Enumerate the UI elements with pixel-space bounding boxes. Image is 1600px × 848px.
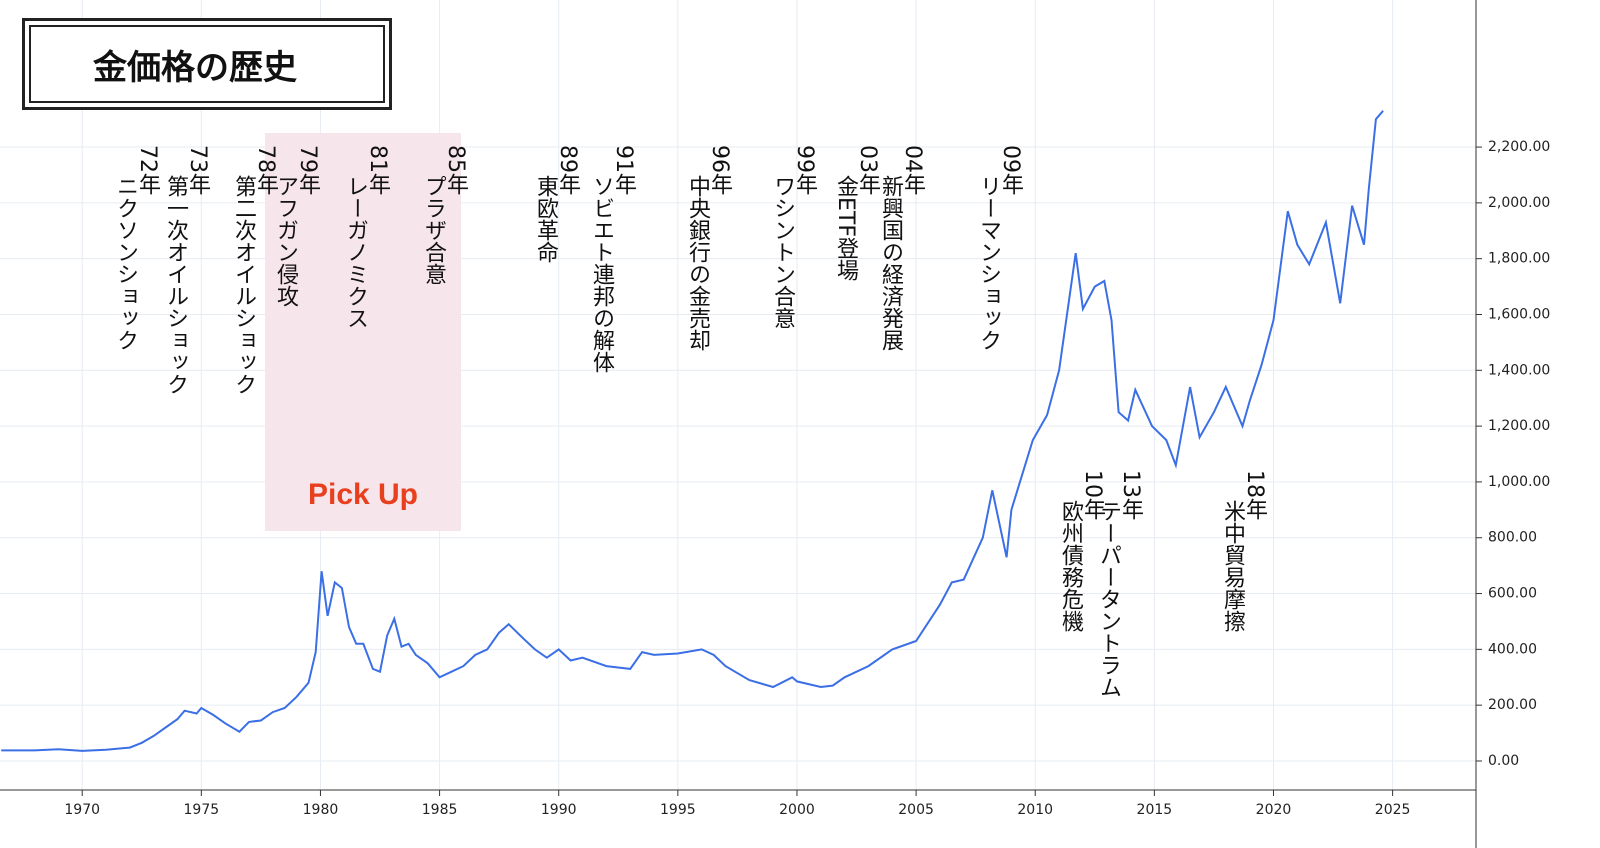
annotation: 96年 中央銀行の金売却 xyxy=(685,145,732,351)
x-tick-label: 1970 xyxy=(64,802,100,818)
annotation-text: 欧州債務危機 xyxy=(1058,500,1083,632)
annotation: 13年 テーパータントラム xyxy=(1096,470,1143,698)
annotation-label: 96年 xyxy=(707,145,732,195)
annotation-label: 10年 xyxy=(1080,470,1105,520)
annotation-text: リーマンショック xyxy=(976,175,1001,351)
annotation: 10年 欧州債務危機 xyxy=(1058,470,1105,632)
x-tick-label: 2025 xyxy=(1375,802,1411,818)
chart-title: 金価格の歴史 xyxy=(22,18,392,110)
annotation-label: 04年 xyxy=(900,145,925,195)
annotation-text: 第二次オイルショック xyxy=(231,175,256,395)
annotation: 72年 ニクソンショック xyxy=(113,145,160,351)
annotation-text: ニクソンショック xyxy=(113,175,138,351)
y-tick-label: 600.00 xyxy=(1488,586,1537,602)
x-tick-label: 1990 xyxy=(541,802,577,818)
annotation-text: 米中貿易摩擦 xyxy=(1220,500,1245,632)
annotation-text: 新興国の経済発展 xyxy=(878,175,903,351)
y-tick-label: 1,400.00 xyxy=(1488,362,1550,378)
annotation-label: 03年 xyxy=(855,145,880,195)
pickup-highlight xyxy=(265,133,461,531)
annotation: 03年 金ETF登場 xyxy=(833,145,880,281)
annotation: 09年 リーマンショック xyxy=(976,145,1023,351)
annotation-text: アフガン侵攻 xyxy=(273,175,298,307)
annotation-label: 18年 xyxy=(1242,470,1267,520)
y-tick-label: 800.00 xyxy=(1488,530,1537,546)
annotation-label: 09年 xyxy=(998,145,1023,195)
annotation: 99年 ワシントン合意 xyxy=(770,145,817,329)
annotation-label: 99年 xyxy=(792,145,817,195)
y-tick-label: 0.00 xyxy=(1488,753,1519,769)
annotation: 73年 第一次オイルショック xyxy=(163,145,210,395)
annotation: 79年 アフガン侵攻 xyxy=(273,145,320,307)
annotation: 81年 レーガノミクス xyxy=(343,145,390,329)
annotation-label: 72年 xyxy=(135,145,160,195)
x-tick-label: 1995 xyxy=(660,802,696,818)
price-line xyxy=(1,110,1384,752)
annotation-text: 第一次オイルショック xyxy=(163,175,188,395)
annotation-text: 中央銀行の金売却 xyxy=(685,175,710,351)
annotation-text: 金ETF登場 xyxy=(833,175,858,281)
y-tick-label: 200.00 xyxy=(1488,697,1537,713)
y-tick-label: 1,800.00 xyxy=(1488,251,1550,267)
annotation-label: 13年 xyxy=(1118,470,1143,520)
annotation-text: ソビエト連邦の解体 xyxy=(589,175,614,373)
annotation: 85年 プラザ合意 xyxy=(421,145,468,285)
y-tick-label: 1,600.00 xyxy=(1488,306,1550,322)
annotation: 04年 新興国の経済発展 xyxy=(878,145,925,351)
x-tick-label: 2015 xyxy=(1137,802,1173,818)
annotation-text: 東欧革命 xyxy=(533,175,558,263)
annotation: 78年 第二次オイルショック xyxy=(231,145,278,395)
y-tick-label: 1,000.00 xyxy=(1488,474,1550,490)
annotation: 89年 東欧革命 xyxy=(533,145,580,263)
annotation-label: 79年 xyxy=(295,145,320,195)
annotation-label: 78年 xyxy=(253,145,278,195)
annotation-label: 85年 xyxy=(443,145,468,195)
x-tick-label: 1985 xyxy=(422,802,458,818)
annotation: 18年 米中貿易摩擦 xyxy=(1220,470,1267,632)
x-tick-label: 2000 xyxy=(779,802,815,818)
pickup-label: Pick Up xyxy=(307,478,419,511)
annotation-label: 91年 xyxy=(611,145,636,195)
annotation-text: レーガノミクス xyxy=(343,175,368,329)
y-tick-label: 400.00 xyxy=(1488,641,1537,657)
x-tick-label: 2010 xyxy=(1017,802,1053,818)
x-tick-label: 1975 xyxy=(184,802,220,818)
annotation-label: 81年 xyxy=(365,145,390,195)
x-tick-label: 2020 xyxy=(1256,802,1292,818)
y-tick-label: 2,000.00 xyxy=(1488,195,1550,211)
annotation: 91年 ソビエト連邦の解体 xyxy=(589,145,636,373)
grid xyxy=(0,0,1476,790)
annotation-text: プラザ合意 xyxy=(421,175,446,285)
annotation-text: ワシントン合意 xyxy=(770,175,795,329)
annotation-label: 89年 xyxy=(555,145,580,195)
x-tick-label: 2005 xyxy=(898,802,934,818)
y-tick-label: 2,200.00 xyxy=(1488,139,1550,155)
y-tick-label: 1,200.00 xyxy=(1488,418,1550,434)
x-tick-label: 1980 xyxy=(303,802,339,818)
annotation-text: テーパータントラム xyxy=(1096,500,1121,698)
annotation-label: 73年 xyxy=(185,145,210,195)
